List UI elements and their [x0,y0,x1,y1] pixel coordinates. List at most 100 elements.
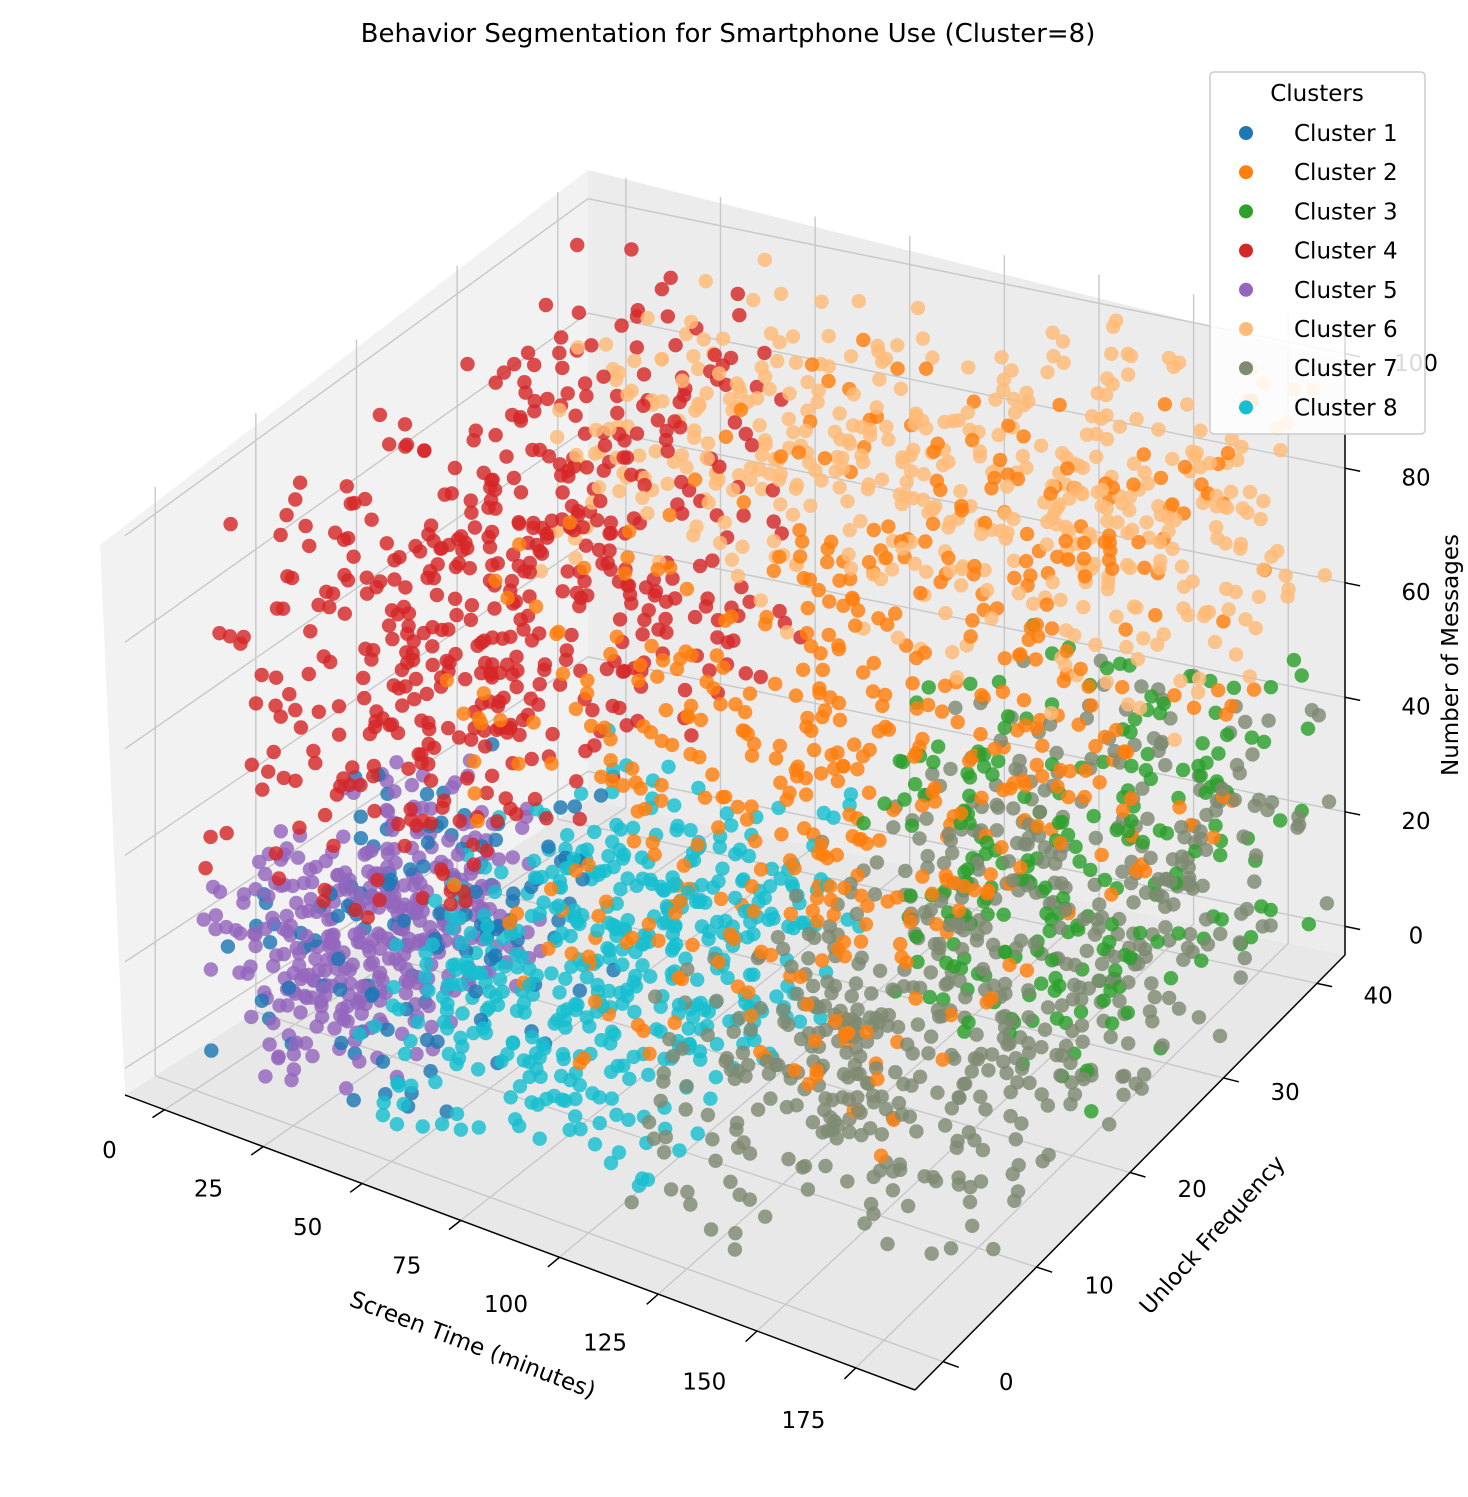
scatter-point [888,606,903,621]
scatter-point [1190,685,1206,700]
scatter-point [681,1021,696,1036]
scatter-point [454,529,469,544]
scatter-point [629,340,644,355]
scatter-point [1233,970,1248,985]
scatter-point [479,843,494,858]
scatter-point [500,1047,515,1062]
scatter-point [730,286,745,302]
scatter-point [419,957,434,972]
scatter-point [426,571,442,586]
scatter-point [1150,637,1165,652]
scatter-point [588,994,603,1009]
scatter-point [560,828,575,843]
scatter-point [1051,497,1067,512]
scatter-point [500,590,515,606]
scatter-point [403,862,418,877]
scatter-point [728,890,743,906]
scatter-point [934,704,950,719]
scatter-point [754,360,769,375]
scatter-point [246,926,262,941]
scatter-point [888,1065,903,1080]
scatter-point [806,742,822,758]
chart-title: Behavior Segmentation for Smartphone Use… [361,19,1096,49]
scatter-point [799,787,814,802]
scatter-point [544,881,559,897]
scatter-point [1177,830,1192,845]
scatter-point [686,349,701,364]
scatter-point [382,437,397,452]
scatter-point [451,730,467,745]
scatter-point [967,1051,983,1066]
scatter-point [1013,860,1028,875]
scatter-point [788,355,804,370]
scatter-point [552,457,568,472]
scatter-point [872,1163,888,1178]
scatter-point [1261,713,1276,728]
scatter-point [997,1020,1013,1035]
scatter-point [1106,319,1121,334]
scatter-point [602,543,617,558]
scatter-point [511,756,526,771]
scatter-point [636,398,651,413]
scatter-point [678,1102,693,1117]
scatter-point [677,682,693,698]
scatter-point [684,728,699,743]
scatter-point [874,472,890,487]
scatter-point [984,481,999,496]
scatter-point [1165,451,1180,467]
scatter-point [1088,830,1104,846]
scatter-point [843,571,858,587]
scatter-point [553,800,568,815]
scatter-point [615,851,631,866]
scatter-point [512,727,527,743]
scatter-point [1058,533,1073,549]
scatter-point [1180,607,1196,623]
wall-gridline-z [124,656,589,963]
scatter-point [1203,673,1218,689]
scatter-point [1137,1067,1152,1082]
scatter-point [668,338,683,353]
scatter-point [346,1093,361,1108]
scatter-point [923,965,938,980]
scatter-point [208,908,224,923]
scatter-point [636,1023,651,1038]
scatter-point [627,1004,642,1020]
scatter-point [905,676,920,691]
scatter-point [527,393,542,409]
scatter-point [522,978,537,993]
scatter-point [582,1019,597,1034]
scatter-point [1039,597,1055,612]
scatter-point [935,1052,950,1067]
scatter-point [1019,526,1035,542]
scatter-point [1215,782,1230,797]
scatter-point [419,686,434,702]
x-tick-label: 150 [682,1369,726,1395]
scatter-point [814,294,829,309]
scatter-point [840,494,855,509]
scatter-point [810,394,825,410]
scatter-point [376,1095,391,1110]
scatter-point [821,929,837,944]
scatter-point [1224,431,1240,447]
scatter-point [960,862,975,877]
scatter-point [619,935,635,951]
scatter-point [648,444,663,459]
scatter-point [816,805,831,821]
scatter-point [654,733,669,749]
scatter-point [474,665,489,681]
scatter-point [396,1096,411,1112]
scatter-point [397,878,412,893]
scatter-point [674,448,690,463]
scatter-point [212,626,227,641]
scatter-point [418,945,433,960]
scatter-point [1129,411,1144,427]
scatter-point [700,451,715,466]
x-axis-label: Screen Time (minutes) [346,1287,599,1405]
scatter-point [1003,1084,1018,1100]
scatter-point [577,376,593,391]
scatter-point [292,820,307,835]
y-tick-mark [1316,982,1333,988]
scatter-point [859,836,874,851]
scatter-point [470,813,485,829]
scatter-point [279,507,294,523]
